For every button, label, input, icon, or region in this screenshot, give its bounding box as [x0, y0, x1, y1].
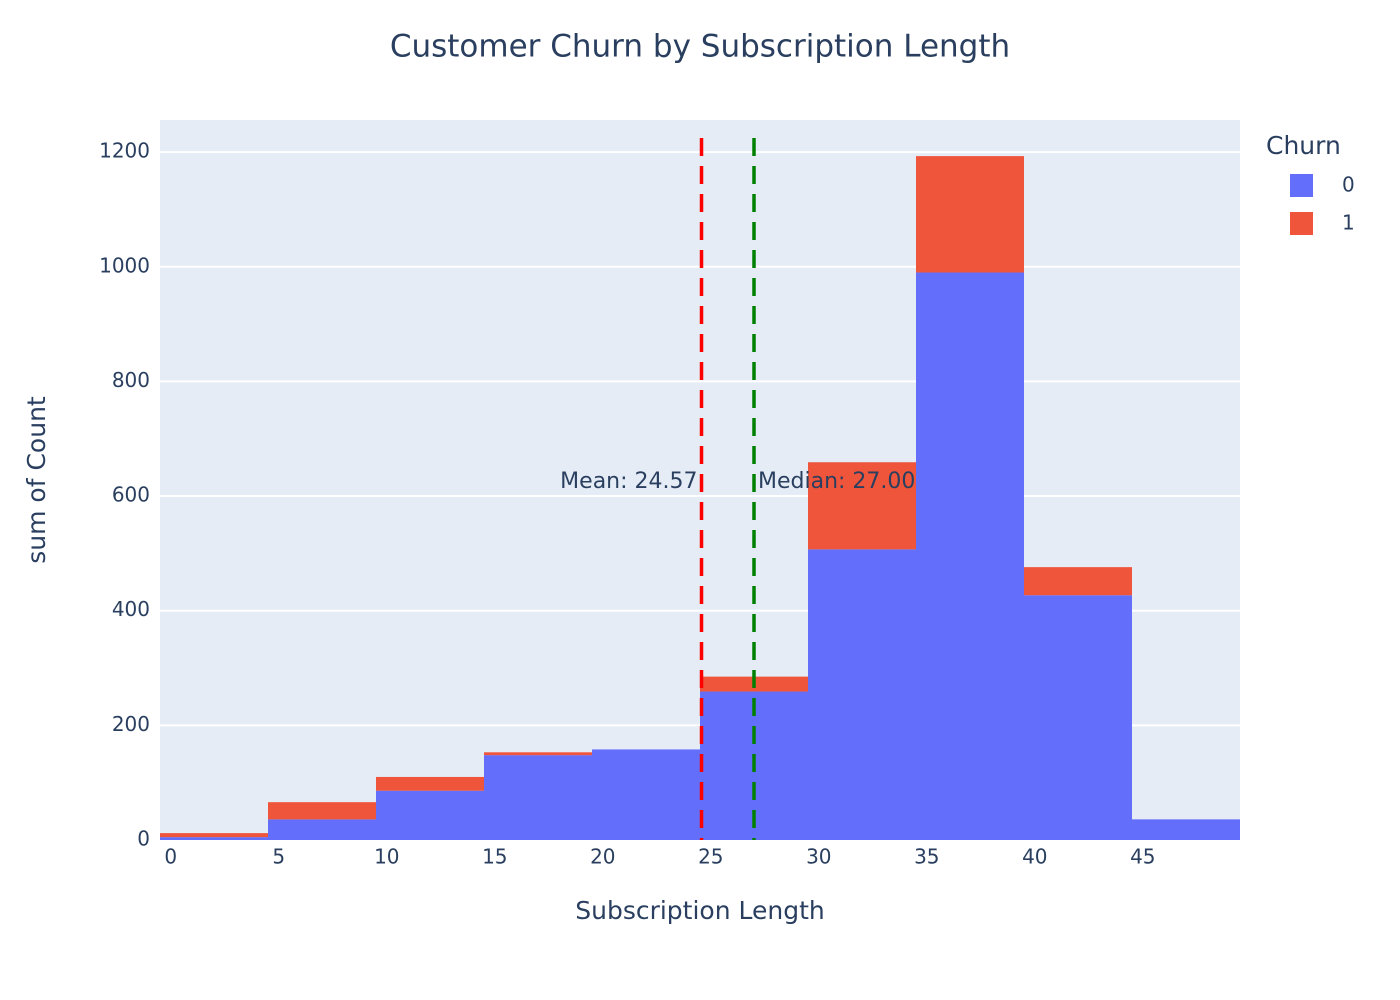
- x-tick-label: 0: [164, 845, 177, 869]
- legend-title: Churn: [1266, 131, 1341, 160]
- y-axis-title: sum of Count: [22, 396, 51, 564]
- bar: [160, 837, 268, 840]
- legend-swatch: [1290, 174, 1313, 197]
- x-tick-label: 15: [482, 845, 507, 869]
- bar: [1132, 819, 1240, 840]
- y-tick-label: 0: [137, 827, 150, 851]
- reference-label: Mean: 24.57: [560, 469, 697, 494]
- bar: [916, 272, 1024, 840]
- x-tick-label: 20: [590, 845, 615, 869]
- x-tick-label: 45: [1130, 845, 1155, 869]
- x-axis-title: Subscription Length: [575, 896, 825, 925]
- x-tick-label: 5: [272, 845, 285, 869]
- x-tick-label: 10: [374, 845, 399, 869]
- bar: [592, 749, 700, 840]
- reference-label: Median: 27.00: [758, 469, 915, 494]
- bar: [808, 462, 916, 550]
- y-tick-label: 1000: [99, 253, 150, 277]
- bar: [376, 776, 484, 791]
- x-tick-label: 25: [698, 845, 723, 869]
- bar: [484, 752, 592, 756]
- bar: [916, 156, 1024, 273]
- bar: [808, 549, 916, 840]
- legend-label: 0: [1342, 173, 1355, 197]
- y-tick-label: 400: [112, 597, 150, 621]
- bar: [484, 755, 592, 840]
- y-tick-label: 1200: [99, 139, 150, 163]
- bar: [1024, 567, 1132, 596]
- x-tick-label: 30: [806, 845, 831, 869]
- y-tick-label: 200: [112, 712, 150, 736]
- legend-label: 1: [1342, 211, 1355, 235]
- y-tick-label: 800: [112, 368, 150, 392]
- legend-swatch: [1290, 212, 1313, 235]
- chart-title: Customer Churn by Subscription Length: [390, 29, 1010, 65]
- bar: [376, 790, 484, 840]
- x-tick-label: 35: [914, 845, 939, 869]
- bar: [268, 802, 376, 820]
- bar: [1024, 595, 1132, 840]
- y-tick-label: 600: [112, 483, 150, 507]
- bar: [268, 819, 376, 840]
- bar: [160, 833, 268, 838]
- x-tick-label: 40: [1022, 845, 1047, 869]
